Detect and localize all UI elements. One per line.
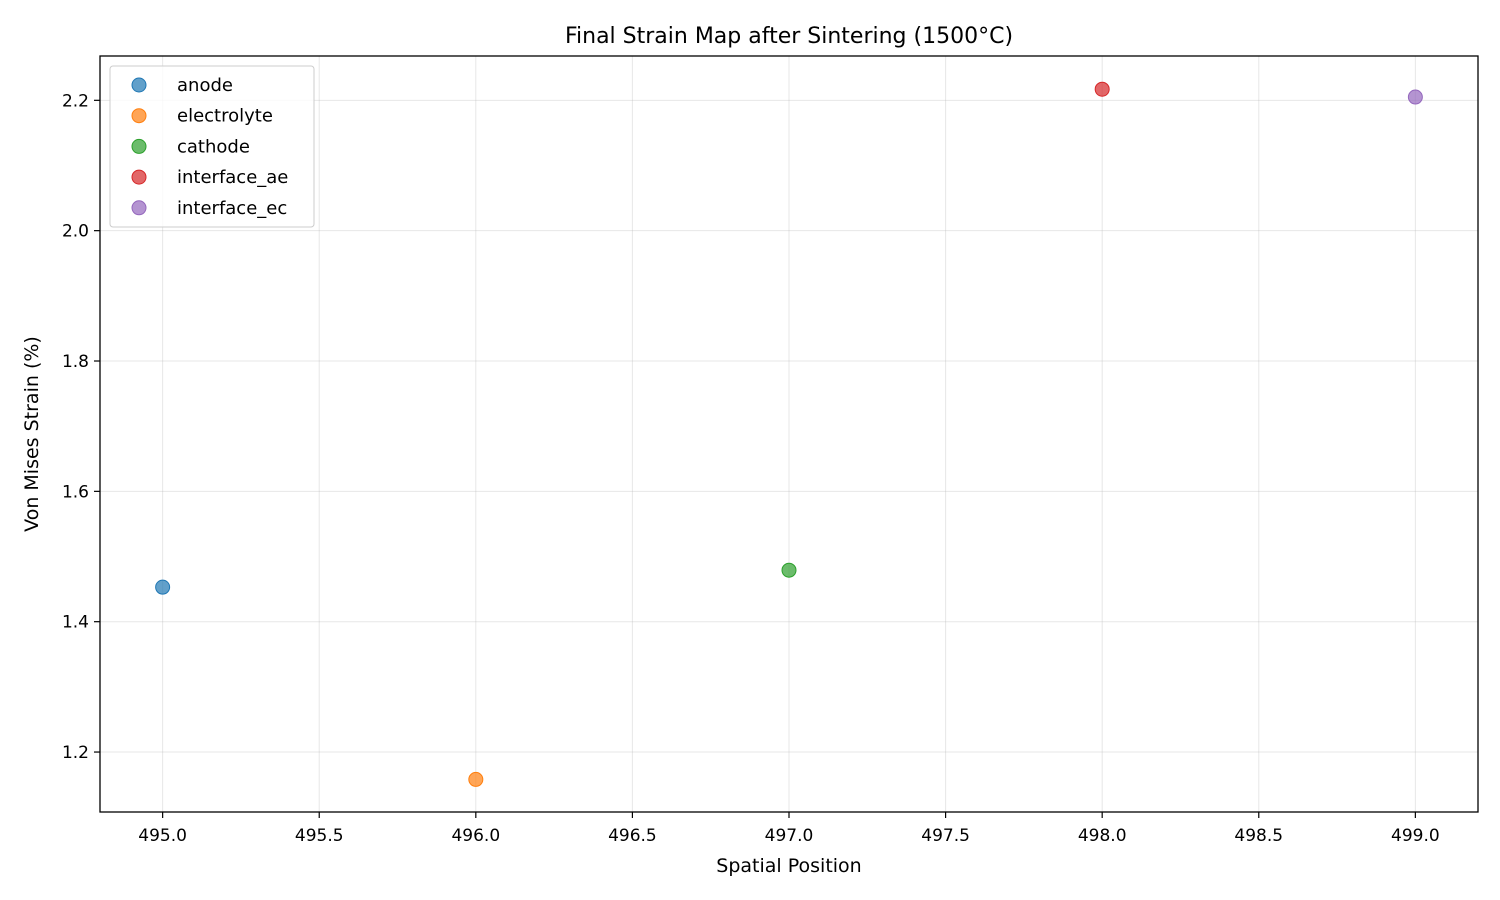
data-point-interface_ec	[1407, 89, 1423, 105]
x-axis-ticks: 495.0 495.5 496.0 496.5 497.0 497.5 498.0 498.5…	[138, 812, 1440, 846]
y-tick-label: 2.0	[62, 222, 89, 242]
legend-marker-electrolyte	[131, 108, 147, 124]
data-points	[155, 81, 1423, 787]
legend-label-anode: anode	[177, 75, 233, 96]
grid-lines	[100, 56, 1478, 812]
y-tick-label: 1.8	[62, 352, 89, 372]
legend-label-interface_ec: interface_ec	[177, 198, 287, 219]
y-tick-label: 1.4	[62, 613, 89, 633]
legend-marker-cathode	[131, 138, 147, 154]
chart-title: Final Strain Map after Sintering (1500°C…	[565, 24, 1013, 49]
x-tick-label: 496.0	[451, 826, 500, 846]
legend: anode electrolyte cathode interface_aeinter…	[109, 65, 315, 228]
data-point-interface_ae	[1094, 81, 1110, 97]
x-tick-label: 497.5	[921, 826, 970, 846]
y-tick-label: 1.2	[62, 743, 89, 763]
y-tick-label: 2.2	[62, 91, 89, 111]
x-tick-label: 495.5	[295, 826, 344, 846]
data-point-cathode	[781, 562, 797, 578]
legend-label-electrolyte: electrolyte	[177, 106, 273, 127]
data-point-anode	[155, 579, 171, 595]
legend-box	[109, 65, 315, 228]
y-axis-label: Von Mises Strain (%)	[21, 336, 43, 532]
y-tick-label: 1.6	[62, 482, 89, 502]
y-axis-ticks: 1.2 1.4 1.6 1.8 2.0 2.2	[62, 91, 100, 763]
x-tick-label: 498.0	[1078, 826, 1127, 846]
x-axis-label: Spatial Position	[716, 855, 861, 877]
x-tick-label: 498.5	[1234, 826, 1283, 846]
legend-label-cathode: cathode	[177, 136, 250, 157]
x-tick-label: 495.0	[138, 826, 187, 846]
x-tick-label: 499.0	[1391, 826, 1440, 846]
legend-marker-anode	[131, 77, 147, 93]
data-point-electrolyte	[468, 771, 484, 787]
legend-items: anode electrolyte cathode interface_aeinter…	[131, 75, 288, 219]
x-tick-label: 496.5	[608, 826, 657, 846]
x-tick-label: 497.0	[765, 826, 814, 846]
legend-marker-interface_ae	[131, 169, 147, 185]
legend-label-interface_ae: interface_ae	[177, 167, 288, 188]
legend-marker-interface_ec	[131, 200, 147, 216]
